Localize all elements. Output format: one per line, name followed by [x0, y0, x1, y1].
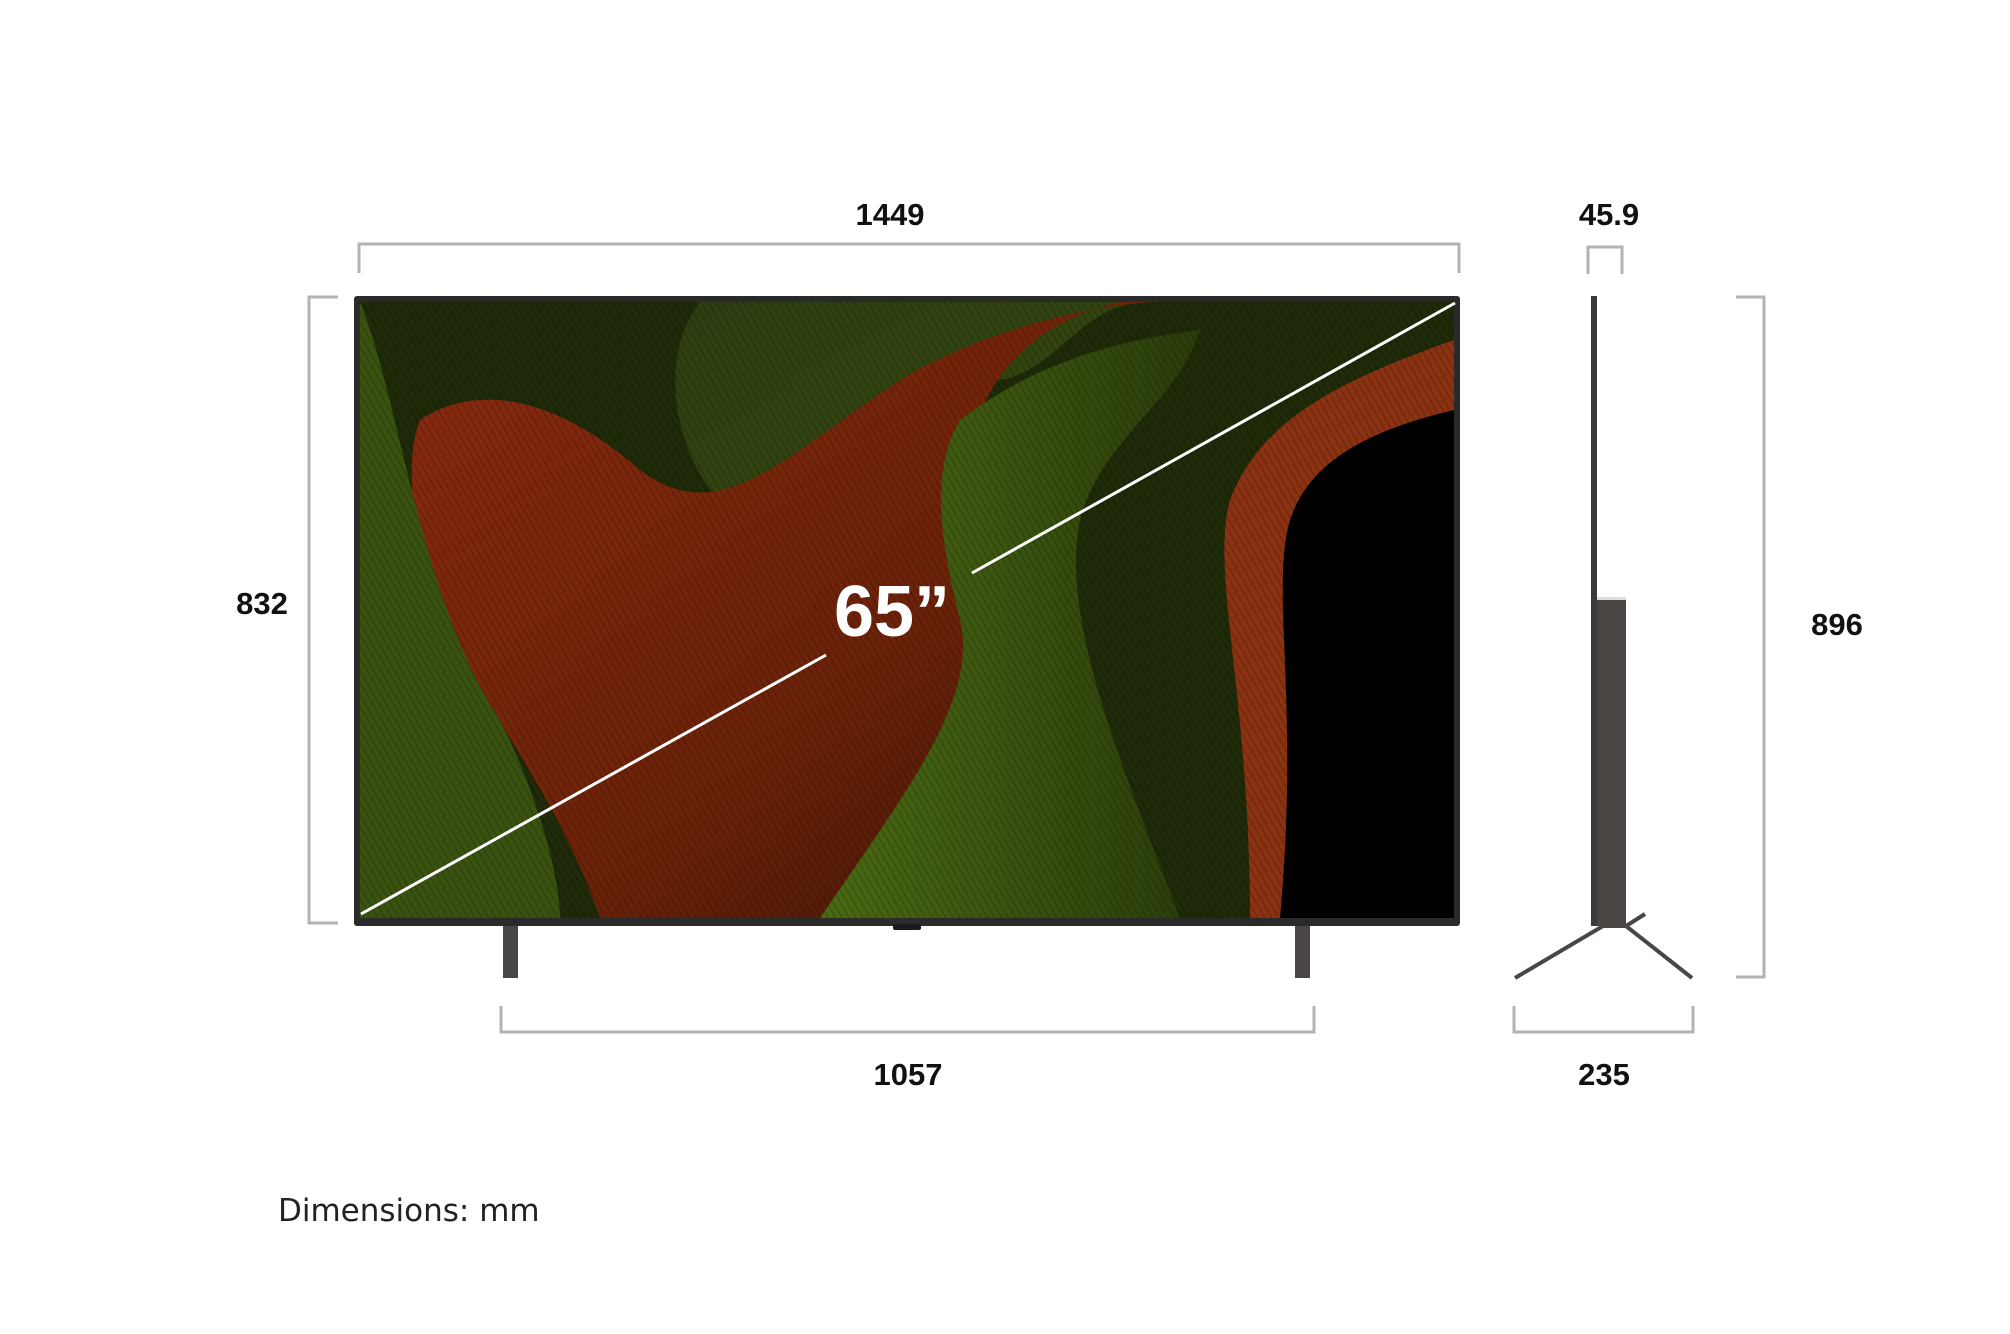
- stand-width-bracket: [499, 1006, 1316, 1034]
- width-bracket: [357, 242, 1461, 273]
- height-label: 832: [236, 586, 288, 621]
- right-leg: [1295, 926, 1310, 978]
- side-stand: [1513, 912, 1694, 980]
- width-label: 1449: [856, 197, 925, 232]
- diagonal-line: [971, 301, 1456, 575]
- total-height-bracket: [1736, 295, 1766, 979]
- diagonal-line: [360, 653, 827, 916]
- stand-depth-label: 235: [1578, 1057, 1630, 1092]
- tv-front-view: 65”: [354, 296, 1460, 978]
- total-height-label: 896: [1811, 607, 1863, 642]
- stand-depth-bracket: [1512, 1006, 1695, 1034]
- left-leg: [503, 926, 518, 978]
- side-body: [1597, 597, 1626, 926]
- height-bracket: [307, 295, 338, 925]
- stand-width-label: 1057: [874, 1057, 943, 1092]
- side-panel: [1591, 296, 1597, 926]
- tv-side-view: [1513, 296, 1694, 980]
- depth-label: 45.9: [1579, 197, 1639, 232]
- tv-logo-bar: [893, 924, 921, 930]
- screen-size-label: 65”: [834, 572, 950, 652]
- depth-bracket: [1586, 245, 1624, 274]
- units-note: Dimensions: mm: [278, 1193, 540, 1229]
